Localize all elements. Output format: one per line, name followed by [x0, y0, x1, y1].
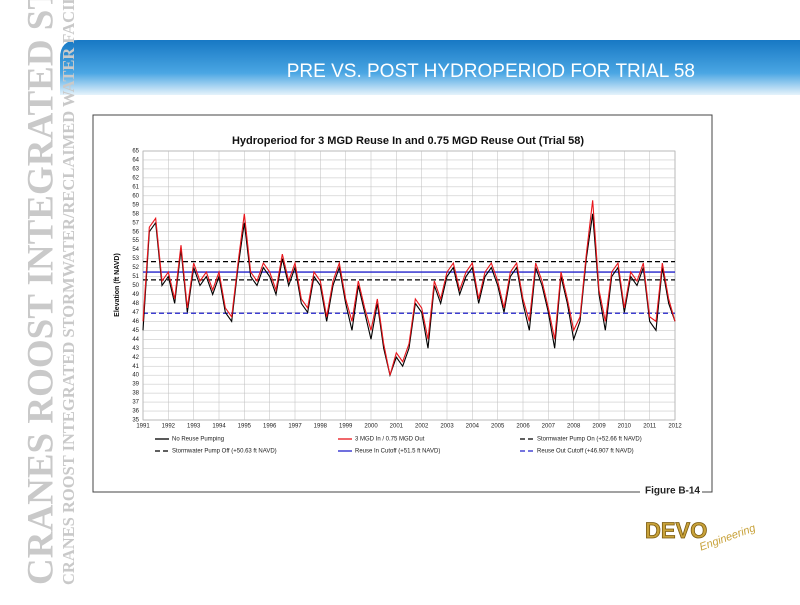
y-tick-label: 46: [132, 319, 139, 325]
legend-label: 3 MGD In / 0.75 MGD Out: [355, 437, 425, 443]
x-tick-label: 2001: [390, 424, 404, 430]
x-tick-label: 2011: [643, 424, 657, 430]
y-tick-label: 40: [132, 373, 139, 379]
x-tick-label: 2003: [440, 424, 454, 430]
y-tick-label: 62: [132, 175, 139, 181]
y-tick-label: 59: [132, 202, 139, 208]
x-tick-label: 1996: [263, 424, 277, 430]
y-tick-label: 45: [132, 328, 139, 334]
x-tick-label: 1997: [288, 424, 302, 430]
y-tick-label: 54: [132, 247, 139, 253]
y-tick-label: 47: [132, 310, 139, 316]
y-tick-label: 44: [132, 337, 139, 343]
x-tick-label: 1995: [238, 424, 252, 430]
y-tick-label: 42: [132, 355, 139, 361]
legend-label: Stormwater Pump Off (+50.63 ft NAVD): [172, 449, 277, 455]
y-tick-label: 50: [132, 283, 139, 289]
y-tick-label: 37: [132, 400, 139, 406]
logo: DEVO Engineering: [645, 517, 758, 553]
x-tick-label: 1992: [162, 424, 176, 430]
figure-label-bg: [640, 484, 702, 498]
y-tick-label: 65: [132, 149, 139, 155]
y-tick-label: 48: [132, 301, 139, 307]
y-tick-label: 39: [132, 382, 139, 388]
x-tick-label: 1994: [212, 424, 226, 430]
y-axis-label: Elevation (ft NAVD): [114, 253, 121, 317]
y-tick-label: 61: [132, 184, 139, 190]
legend-label: Reuse In Cutoff (+51.5 ft NAVD): [355, 449, 440, 455]
side-title: CRANES ROOST INTEGRATED STORMWATER: [20, 0, 61, 585]
series-line: [142, 200, 676, 376]
x-tick-label: 1999: [339, 424, 353, 430]
y-tick-label: 43: [132, 346, 139, 352]
chart-title: Hydroperiod for 3 MGD Reuse In and 0.75 …: [232, 135, 584, 147]
legend-label: No Reuse Pumping: [172, 437, 224, 443]
y-tick-label: 63: [132, 167, 139, 173]
x-tick-label: 1993: [187, 424, 201, 430]
y-tick-label: 64: [132, 158, 139, 164]
x-tick-label: 2010: [618, 424, 632, 430]
y-tick-label: 51: [132, 274, 139, 280]
x-tick-label: 2006: [516, 424, 530, 430]
logo-text: DEVO: [645, 518, 707, 543]
y-tick-label: 58: [132, 211, 139, 217]
y-tick-label: 53: [132, 256, 139, 262]
y-tick-label: 60: [132, 193, 139, 199]
y-tick-label: 35: [132, 418, 139, 424]
slide-title: PRE VS. POST HYDROPERIOD FOR TRIAL 58: [287, 61, 695, 82]
x-tick-label: 1998: [314, 424, 328, 430]
legend-label: Stormwater Pump On (+52.66 ft NAVD): [537, 437, 642, 443]
x-tick-label: 2009: [592, 424, 606, 430]
x-tick-label: 2004: [466, 424, 480, 430]
y-tick-label: 56: [132, 229, 139, 235]
y-tick-label: 41: [132, 364, 139, 370]
x-tick-label: 2012: [668, 424, 682, 430]
x-tick-label: 2007: [542, 424, 556, 430]
x-tick-label: 2000: [364, 424, 378, 430]
y-tick-label: 36: [132, 409, 139, 415]
x-tick-label: 2008: [567, 424, 581, 430]
x-tick-label: 2005: [491, 424, 505, 430]
y-tick-label: 57: [132, 220, 139, 226]
x-tick-label: 1991: [136, 424, 150, 430]
legend-label: Reuse Out Cutoff (+46.907 ft NAVD): [537, 449, 634, 455]
banner: [60, 40, 800, 95]
side-subtitle: CRANES ROOST INTEGRATED STORMWATER/RECLA…: [59, 0, 78, 585]
x-tick-label: 2002: [415, 424, 429, 430]
y-tick-label: 38: [132, 391, 139, 397]
y-tick-label: 55: [132, 238, 139, 244]
y-tick-label: 52: [132, 265, 139, 271]
figure-label: Figure B-14: [645, 486, 700, 497]
y-tick-label: 49: [132, 292, 139, 298]
